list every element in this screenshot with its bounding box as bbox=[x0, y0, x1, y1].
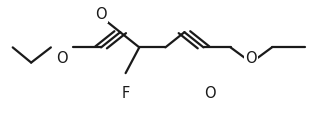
Text: O: O bbox=[95, 7, 107, 22]
Text: O: O bbox=[204, 86, 216, 101]
Text: O: O bbox=[56, 51, 68, 66]
Text: F: F bbox=[121, 86, 130, 101]
Text: O: O bbox=[245, 51, 257, 66]
